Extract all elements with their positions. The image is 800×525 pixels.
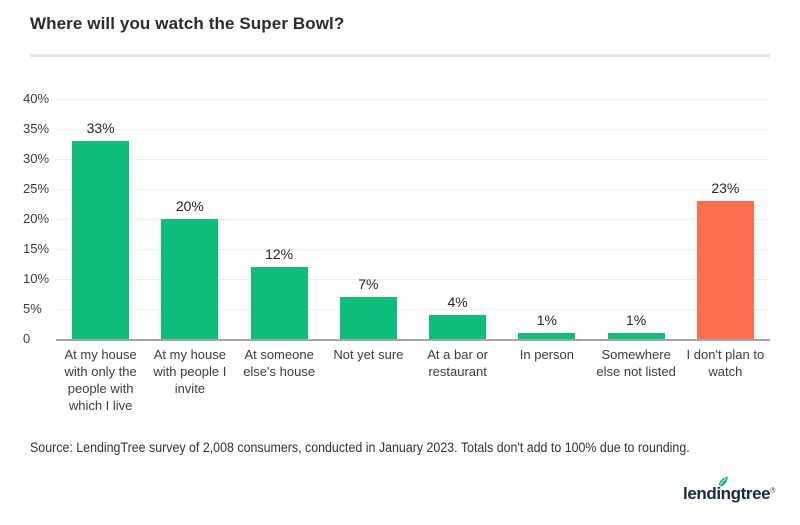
bar [429,315,487,339]
bar-value-label: 7% [358,276,379,292]
bar-column: 4% [413,99,502,339]
gridline [56,249,770,250]
bar-column: 20% [145,99,234,339]
y-tick-label: 35% [23,121,50,136]
bar [339,297,397,339]
y-tick-label: 30% [23,151,50,166]
bar-column: 1% [502,99,591,339]
bar [518,333,576,339]
x-category-label: At my house with people I invite [153,347,227,396]
bar [607,333,665,339]
y-tick-label: 10% [23,271,50,286]
bar [696,201,754,339]
bar-columns: 33% 20% 12% 7% 4% 1% 1% 23% [56,99,770,339]
source-note: Source: LendingTree survey of 2,008 cons… [30,440,790,455]
bar [72,141,130,339]
x-category-label: In person [519,347,574,362]
gridline [56,159,770,160]
x-category-label: Not yet sure [333,347,404,362]
x-category-label: At my house with only the people with wh… [64,347,137,413]
bar-column: 12% [235,99,324,339]
leaf-icon [718,476,728,487]
bar [250,267,308,339]
y-tick-label: 25% [23,181,50,196]
bar-column: 1% [592,99,681,339]
logo-trademark: ® [770,487,775,495]
bar-value-label: 23% [711,180,740,196]
lendingtree-logo: lendingtree® [683,476,775,504]
gridline [56,99,770,100]
y-tick-label: 40% [23,91,50,106]
y-tick-label: 20% [23,211,50,226]
x-category-label: Somewhere else not listed [596,347,676,379]
bar-column: 7% [324,99,413,339]
gridline [56,129,770,130]
y-tick-label: 5% [23,301,42,316]
bar-value-label: 1% [626,312,647,328]
gridline [56,309,770,310]
y-axis-tick-labels: 40% 35% 30% 25% 20% 15% 10% 5% 0 [23,90,57,350]
lendingtree-logo-text: lendingtree® [683,476,775,504]
y-tick-label: 15% [23,241,50,256]
bar-value-label: 20% [175,198,204,214]
bar-column: 33% [56,99,145,339]
x-axis-category-labels: At my house with only the people with wh… [56,347,770,415]
plot-area: 33% 20% 12% 7% 4% 1% 1% 23% [56,99,770,341]
bar [161,219,219,339]
gridline [56,219,770,220]
x-category-label: I don't plan to watch [686,347,765,379]
bar-value-label: 1% [536,312,557,328]
logo-wordmark: lendingtree [683,484,771,503]
gridline [56,189,770,190]
chart-title: Where will you watch the Super Bowl? [30,14,345,33]
source-note-text: Source: LendingTree survey of 2,008 cons… [30,440,690,455]
bar-value-label: 12% [265,246,294,262]
x-category-label: At a bar or restaurant [427,347,488,379]
bar-value-label: 4% [447,294,468,310]
title-divider [30,54,770,57]
y-tick-label: 0 [23,331,31,346]
bar-value-label: 33% [86,120,115,136]
bar-column: 23% [681,99,770,339]
gridline [56,279,770,280]
x-category-label: At someone else's house [243,347,316,379]
